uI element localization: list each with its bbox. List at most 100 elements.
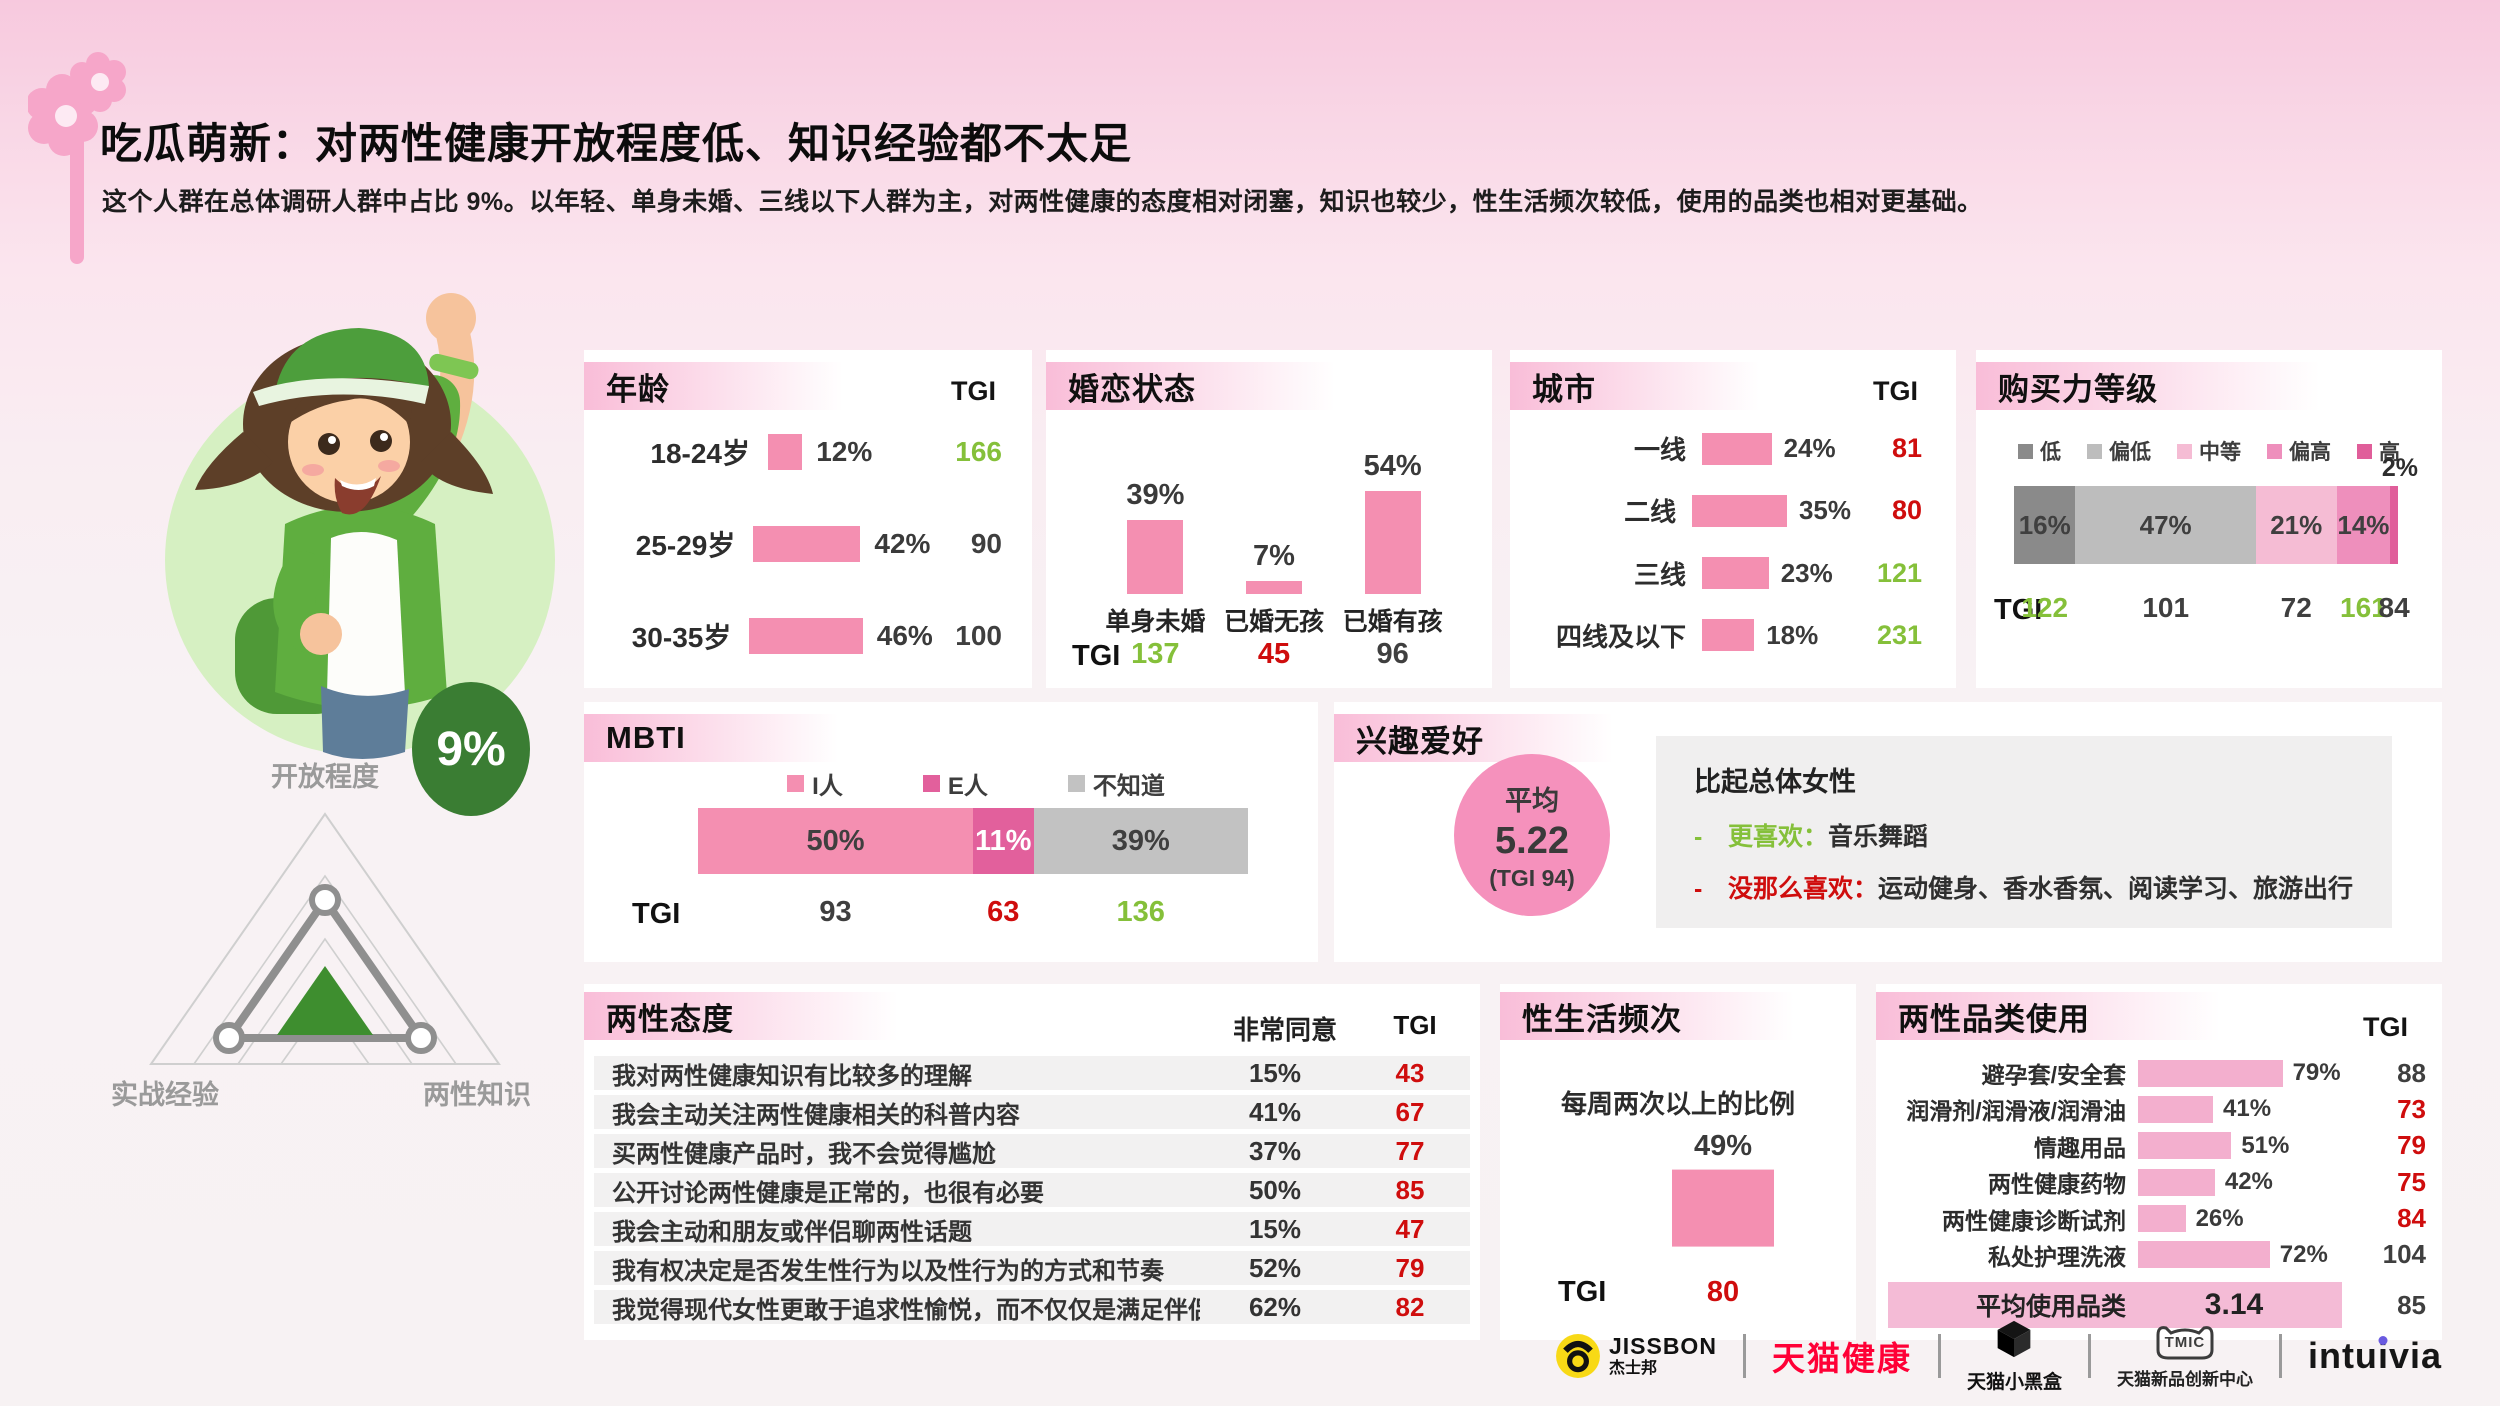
frequency-tgi-value: 80 (1706, 1276, 1740, 1308)
tmic-icon: TMIC (2148, 1323, 2222, 1363)
mbti-tgi-label: TGI (632, 898, 681, 930)
category-tgi-value: 88 (2397, 1057, 2426, 1088)
category-row: 私处护理洗液 72% 104 (1988, 1239, 2426, 1270)
category-row: 两性健康诊断试剂 26% 84 (1942, 1203, 2426, 1234)
marriage-bar-col: 54% (1333, 422, 1452, 594)
mbti-tgi-value: 63 (987, 896, 1020, 928)
frequency-card: 性生活频次 每周两次以上的比例 49% TGI 80 (1500, 984, 1856, 1340)
age-row: 18-24岁 12% 166 (650, 434, 1002, 470)
population-share-badge: 9% (412, 682, 530, 816)
interests-compare-box: 比起总体女性 - 更喜欢： 音乐舞蹈 - 没那么喜欢： 运动健身、香水香氛、阅读… (1656, 736, 2392, 928)
categories-average-row: 平均使用品类 3.14 (1888, 1282, 2342, 1328)
age-tgi-value: 90 (970, 528, 1002, 559)
age-bar (749, 618, 863, 654)
attitude-tgi: 67 (1395, 1096, 1425, 1127)
attitude-tgi: 85 (1395, 1174, 1425, 1205)
age-bar (768, 434, 803, 470)
like-more-text: 音乐舞蹈 (1828, 823, 1929, 851)
attitude-row: 我会主动和朋友或伴侣聊两性话题 15% 47 (594, 1212, 1470, 1246)
category-tgi-value: 79 (2397, 1130, 2426, 1161)
frequency-value: 49% (1693, 1130, 1753, 1162)
legend-swatch (2177, 443, 2192, 459)
tmall-heibox-logo: 天猫小黑盒 (1967, 1319, 2062, 1394)
frequency-bar (1672, 1169, 1774, 1247)
city-tgi-value: 231 (1876, 619, 1922, 650)
attitudes-col-tgi: TGI (1393, 1010, 1437, 1040)
city-tgi-value: 80 (1891, 495, 1922, 526)
category-bar (2138, 1095, 2214, 1123)
city-row: 三线 23% 121 (1633, 557, 1922, 590)
city-bar (1702, 619, 1755, 652)
category-row: 润滑剂/润滑液/润滑油 41% 73 (1906, 1093, 2426, 1125)
city-tgi-value: 121 (1876, 557, 1922, 588)
legend-swatch (922, 775, 940, 792)
mbti-segment: 11% (973, 808, 1034, 874)
interests-card-title: 兴趣爱好 (1334, 714, 1613, 762)
attitudes-card: 两性态度 非常同意 TGI 我对两性健康知识有比较多的理解 15% 43 我会主… (584, 984, 1480, 1340)
frequency-card-title: 性生活频次 (1500, 992, 1794, 1040)
radar-chart: 开放程度 实战经验 两性知识 (105, 752, 545, 1112)
power-segment: 16% (2014, 486, 2076, 564)
footer-logos: JISSBON 杰士邦 天猫健康 天猫小黑盒 TMIC 天猫新品创新中心 int… (1555, 1320, 2442, 1393)
tmall-health-logo: 天猫健康 (1771, 1340, 1912, 1377)
avg-tgi: (TGI 94) (1489, 864, 1575, 891)
compare-title: 比起总体女性 (1694, 767, 1856, 797)
average-value: 3.14 (2204, 1288, 2264, 1321)
jissbon-logo: JISSBON 杰士邦 (1555, 1333, 1717, 1379)
marriage-card-title: 婚恋状态 (1046, 362, 1335, 410)
mbti-tgi-value: 136 (1116, 896, 1165, 928)
category-bar (2138, 1059, 2283, 1087)
city-row: 一线 24% 81 (1633, 432, 1922, 465)
page-subtitle: 这个人群在总体调研人群中占比 9%。以年轻、单身未婚、三线以下人群为主，对两性健… (102, 188, 1983, 216)
radar-axis-experience: 实战经验 (111, 1079, 219, 1110)
categories-card-title: 两性品类使用 (1876, 992, 2220, 1040)
legend-item: 高 (2357, 436, 2400, 466)
jissbon-icon (1555, 1333, 1601, 1379)
city-tgi-header: TGI (1873, 376, 1918, 406)
legend-item: 中等 (2177, 436, 2241, 466)
category-bar (2138, 1205, 2186, 1233)
marriage-bar (1127, 519, 1184, 594)
age-card: 年龄 TGI 18-24岁 12% 166 25-29岁 42% 90 30-3… (584, 350, 1032, 688)
marriage-tgi-value: 137 (1131, 638, 1180, 670)
marriage-bar-col: 7% (1215, 422, 1334, 594)
power-card-title: 购买力等级 (1976, 362, 2320, 410)
power-tgi-value: 161 (2340, 592, 2387, 623)
attitude-tgi: 43 (1395, 1057, 1425, 1088)
frequency-caption: 每周两次以上的比例 (1560, 1089, 1795, 1119)
average-label: 平均使用品类 (1975, 1293, 2126, 1321)
legend-item: E人 (922, 766, 988, 801)
category-tgi-value: 73 (2397, 1093, 2426, 1124)
marriage-bar-col: 39% (1096, 422, 1215, 594)
intuivia-purple-dot (2378, 1336, 2388, 1345)
power-segment (2390, 486, 2398, 564)
legend-swatch (787, 775, 805, 792)
mbti-card: MBTI I人 E人 不知道 50% 11% 39% TGI 93 63 136 (584, 702, 1318, 962)
attitude-row: 我觉得现代女性更敢于追求性愉悦，而不仅仅是满足伴侣 62% 82 (594, 1290, 1470, 1324)
attitude-tgi: 79 (1395, 1252, 1425, 1283)
legend-swatch (2087, 443, 2102, 459)
age-tgi-value: 166 (955, 436, 1002, 467)
legend-swatch (1067, 775, 1085, 792)
marriage-bar (1364, 491, 1421, 594)
marriage-tgi-value: 45 (1257, 638, 1291, 670)
attitude-row: 我有权决定是否发生性行为以及性行为的方式和节奏 52% 79 (594, 1251, 1470, 1285)
attitudes-col-agree: 非常同意 (1232, 1015, 1337, 1045)
category-tgi-value: 75 (2397, 1166, 2426, 1197)
legend-item: 偏低 (2087, 436, 2151, 466)
city-row: 四线及以下 18% 231 (1555, 619, 1922, 652)
category-bar (2138, 1241, 2270, 1269)
mbti-stacked-bar: 50% 11% 39% (698, 808, 1248, 874)
power-segment-high-label: 2% (2381, 454, 2418, 482)
age-bar (753, 526, 861, 562)
category-tgi-value: 104 (2382, 1239, 2426, 1270)
like-less-label: 没那么喜欢： (1728, 875, 1879, 903)
city-row: 二线 35% 80 (1624, 494, 1922, 528)
like-more-line: - 更喜欢： 音乐舞蹈 (1694, 817, 2354, 853)
radar-axis-open: 开放程度 (271, 761, 379, 792)
power-tgi-label: TGI (1994, 594, 2043, 626)
marriage-tgi-label: TGI (1072, 640, 1121, 672)
city-bar (1702, 432, 1772, 465)
mbti-segment: 39% (1033, 808, 1248, 874)
power-segment: 47% (2075, 486, 2256, 564)
